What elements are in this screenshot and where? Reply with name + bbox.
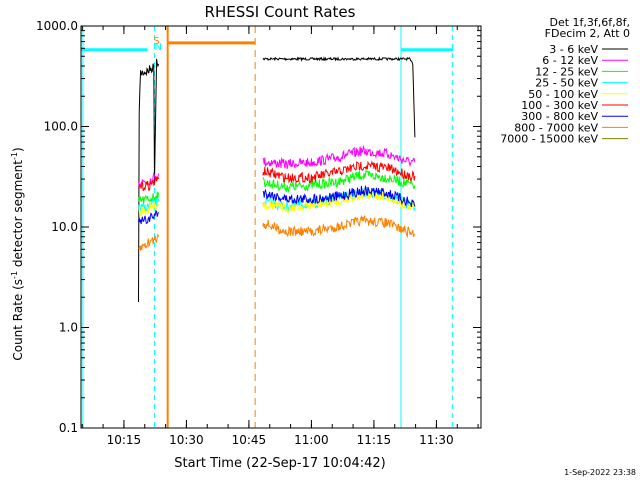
x-tick-label: 10:30 (169, 433, 204, 447)
y-tick-label: 1.0 (59, 321, 78, 335)
series-line (262, 56, 416, 138)
series-line (138, 233, 160, 251)
legend-entry-label: 3 - 6 keV (549, 43, 598, 56)
plot-background (81, 26, 481, 428)
series-line (262, 144, 416, 169)
series-line (138, 191, 160, 204)
plot-area (81, 26, 481, 428)
series-line (138, 210, 160, 225)
legend-header: FDecim 2, Att 0 (545, 27, 630, 40)
series-line (262, 188, 416, 213)
y-label-part-3: ) (11, 147, 25, 152)
legend-entry-label: 25 - 50 keV (535, 77, 598, 90)
annotation-label: N (155, 42, 162, 53)
series-line (262, 160, 416, 185)
interval-markers (81, 26, 454, 428)
y-label-part-2: detector segment (11, 160, 25, 271)
x-tick-label: 10:45 (232, 433, 267, 447)
x-tick-label: 11:00 (294, 433, 329, 447)
series-line (138, 58, 160, 303)
x-axis-label: Start Time (22-Sep-17 10:04:42) (174, 456, 385, 471)
legend-header: Det 1f,3f,6f,8f, (549, 16, 630, 29)
y-tick-label: 100.0 (44, 120, 78, 134)
y-tick-label: 1000.0 (36, 19, 78, 33)
legend-entry-label: 100 - 300 keV (521, 99, 598, 112)
y-tick-label: 0.1 (59, 421, 78, 435)
axes: 0.1 1.0 10.0 100.0 1000.0 10:15 10:30 10:45 11:0… (36, 19, 482, 447)
legend-entry-label: 12 - 25 keV (535, 65, 598, 78)
chart-title: RHESSI Count Rates (205, 3, 356, 21)
y-label-part-1: Count Rate (s (11, 279, 25, 361)
series-layer (138, 56, 416, 303)
series-line (138, 175, 160, 192)
legend: Det 1f,3f,6f,8f,FDecim 2, Att 0 3 - 6 keV… (500, 16, 630, 146)
render-timestamp: 1-Sep-2022 23:38 (564, 468, 636, 477)
annotation-label: S (153, 36, 159, 47)
x-tick-label: 11:30 (419, 433, 454, 447)
legend-entry-label: 800 - 7000 keV (514, 121, 598, 134)
y-tick-label: 10.0 (51, 220, 78, 234)
legend-entry-label: 50 - 100 keV (528, 88, 598, 101)
x-tick-label: 10:15 (107, 433, 142, 447)
legend-entry-label: 6 - 12 keV (542, 54, 598, 67)
legend-entry-label: 7000 - 15000 keV (500, 133, 598, 146)
series-line (262, 184, 416, 207)
annotations: SN (153, 36, 162, 53)
y-label-sup-2: -1 (10, 152, 19, 160)
series-line (262, 214, 416, 239)
y-axis-label: Count Rate (s-1 detector segment-1) (10, 147, 25, 360)
series-line (262, 168, 416, 194)
y-label-sup-1: -1 (10, 271, 19, 279)
series-line (138, 201, 160, 217)
x-tick-label: 11:15 (357, 433, 392, 447)
legend-entry-label: 300 - 800 keV (521, 110, 598, 123)
